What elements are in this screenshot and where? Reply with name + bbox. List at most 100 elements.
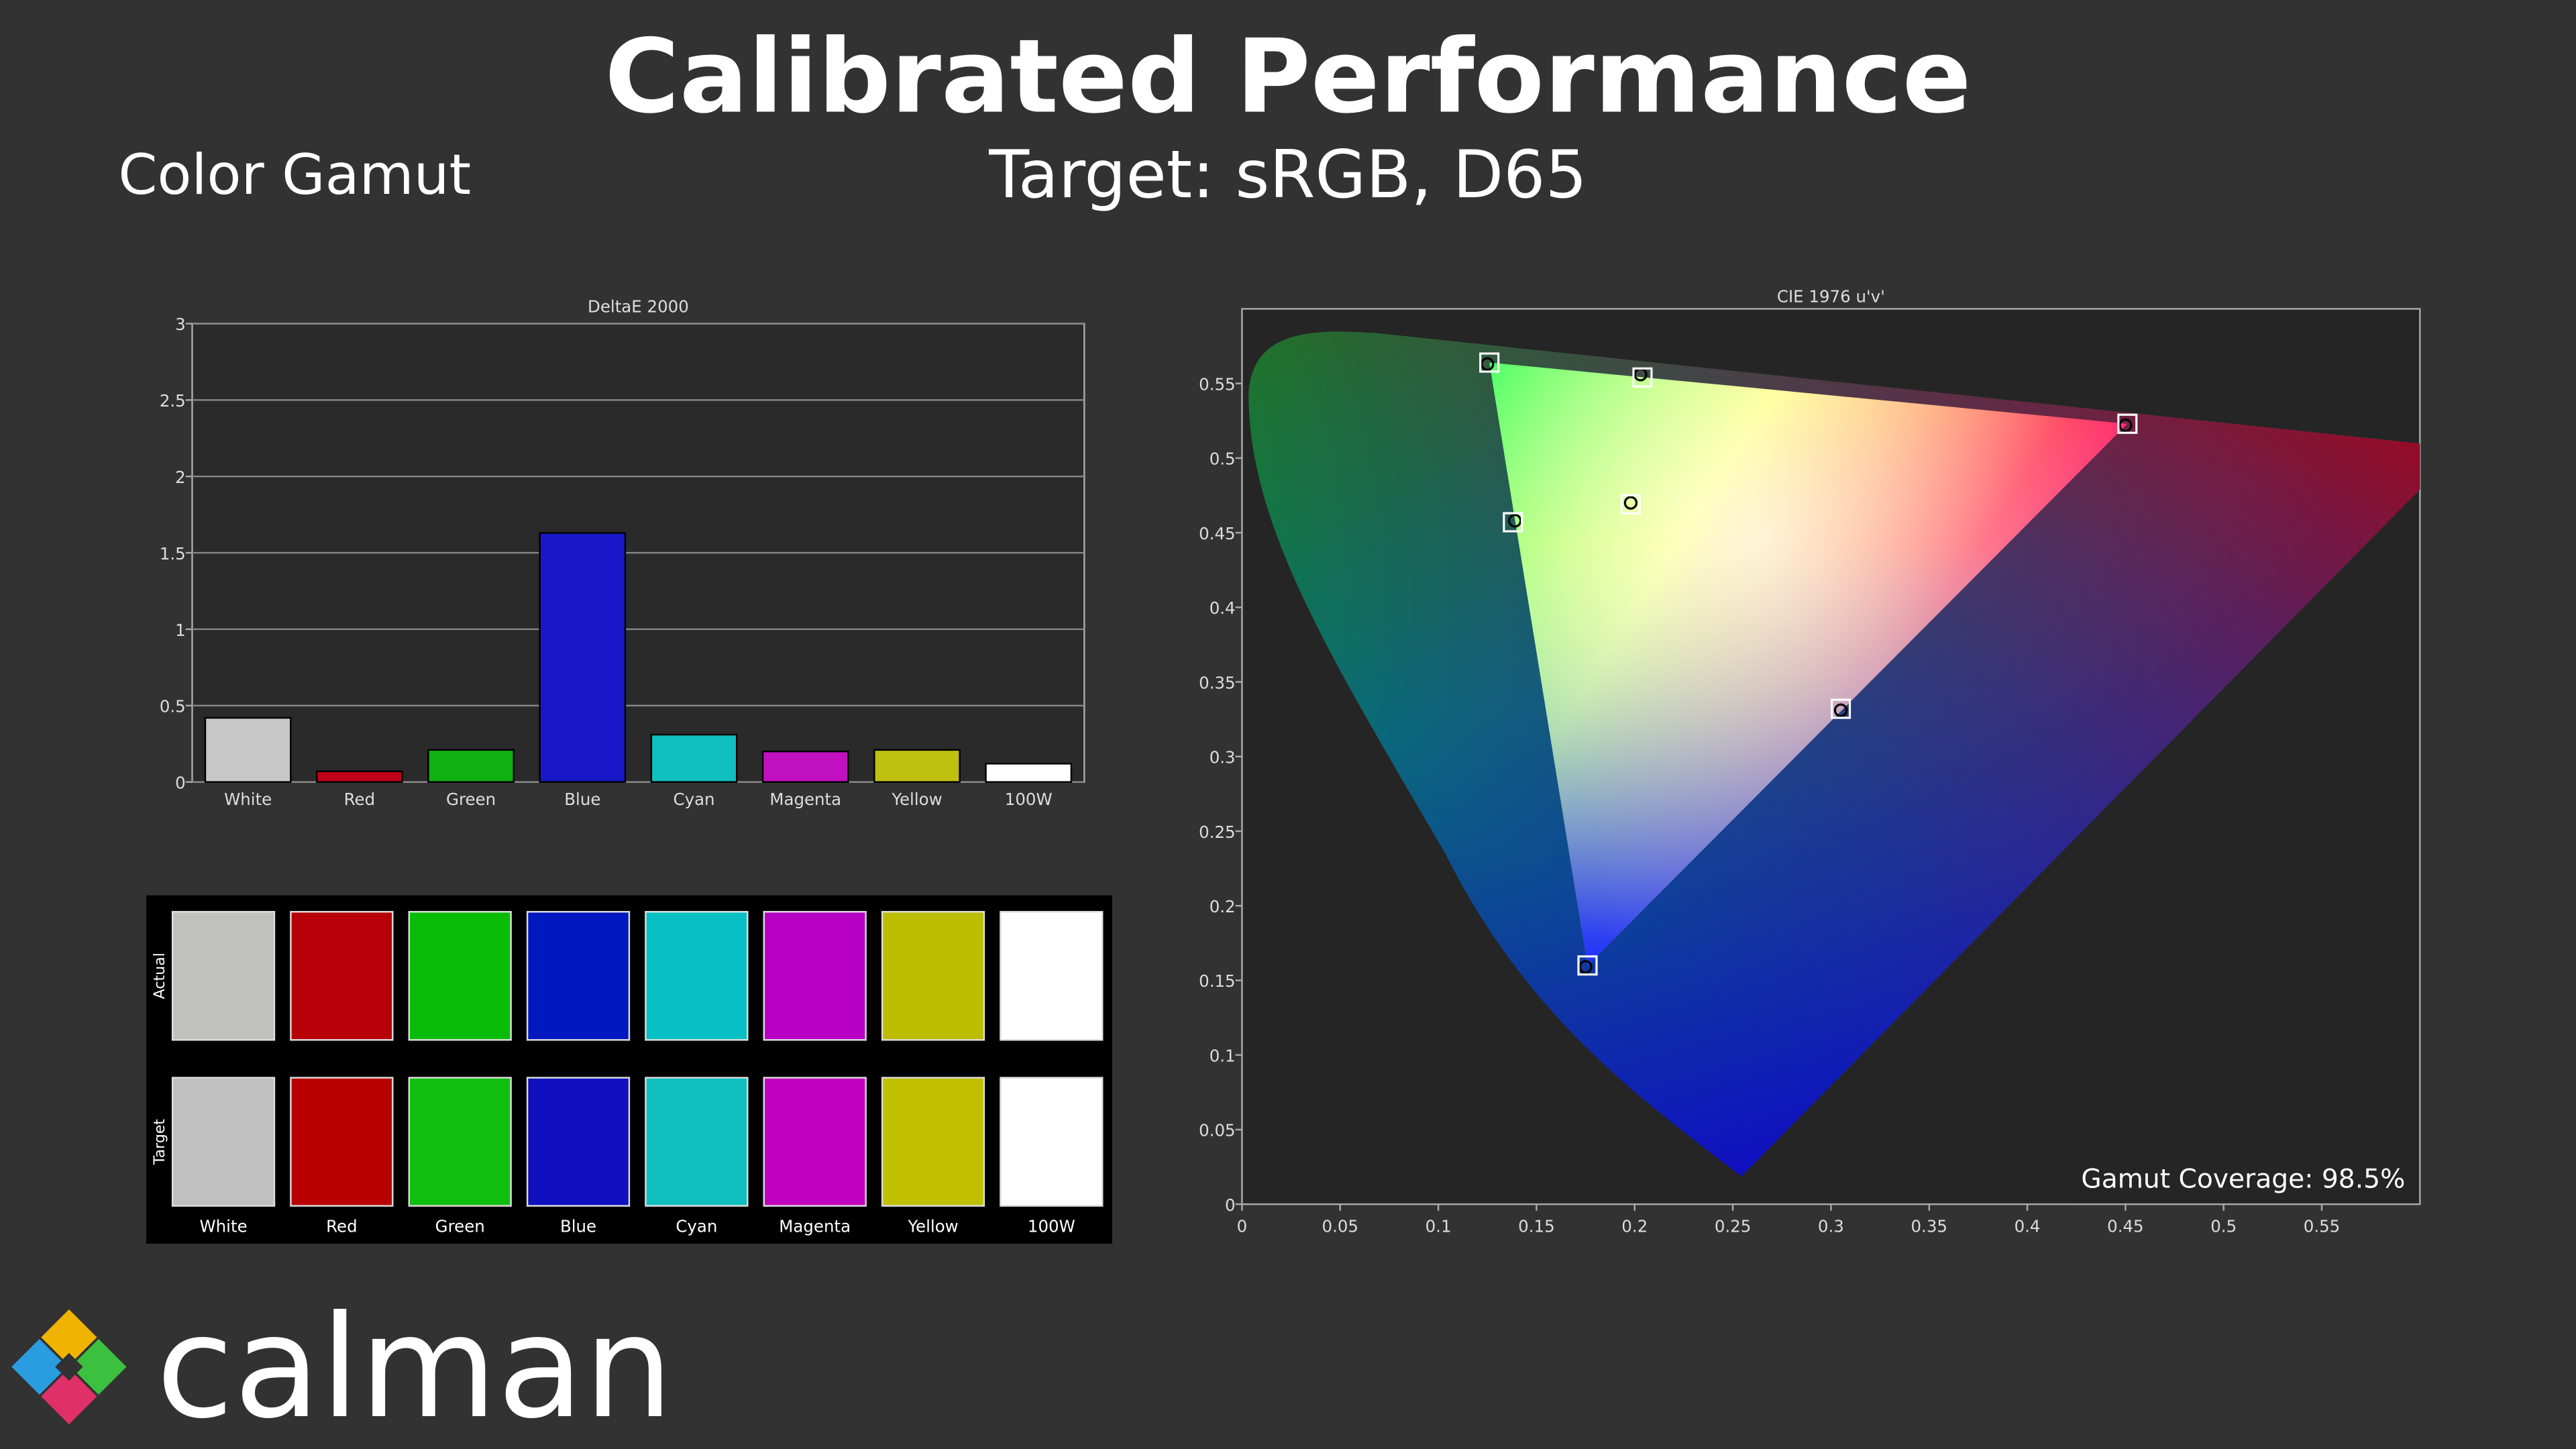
target-point	[1830, 698, 1851, 719]
chart-title: DeltaE 2000	[588, 297, 689, 316]
bar	[539, 532, 627, 783]
cie-chart: CIE 1976 u'v' 0 0.05 0.1 0.15 0.2 0.25 0.3 0.35 0…	[1199, 287, 2421, 1236]
bar	[204, 716, 292, 783]
y-tick-label: 0.15	[1199, 971, 1235, 991]
y-tick-label: 3	[175, 315, 186, 334]
title: Calibrated Performance	[604, 17, 1971, 136]
swatch	[408, 910, 512, 1041]
swatch-label: Green	[435, 1217, 485, 1236]
y-tick-label: 0.4	[1210, 598, 1236, 618]
swatch	[526, 1077, 631, 1207]
swatch	[171, 910, 276, 1041]
x-tick-label: Cyan	[674, 790, 715, 809]
x-tick-label: 0.35	[1911, 1217, 1947, 1236]
target-point	[2117, 413, 2138, 434]
swatch	[645, 1077, 749, 1207]
x-tick-label: 0	[1237, 1217, 1248, 1236]
bar	[985, 763, 1073, 783]
y-tick-label: 2	[175, 468, 186, 487]
y-tick-label: 1.5	[160, 544, 186, 564]
y-tick-label: 0.3	[1210, 748, 1236, 767]
swatches: Actual Target White Red Green Blue Cyan Magenta…	[152, 910, 1104, 1236]
y-tick-label: 0	[175, 773, 186, 793]
swatch-label: Cyan	[676, 1217, 717, 1236]
measured-point	[1481, 357, 1495, 371]
swatch	[290, 910, 394, 1041]
y-tick-label: 0.1	[1210, 1046, 1236, 1065]
x-tick-label: White	[224, 790, 272, 809]
swatch-label: 100W	[1028, 1217, 1075, 1236]
bar	[761, 750, 849, 783]
y-tick-label: 0.35	[1199, 673, 1235, 692]
x-tick-label: 100W	[1005, 790, 1053, 809]
target-point	[1503, 512, 1523, 533]
swatch	[171, 1077, 276, 1207]
y-tick-label: 0.2	[1210, 897, 1236, 916]
x-tick-label: 0.3	[1818, 1217, 1844, 1236]
swatch-label: Yellow	[907, 1217, 958, 1236]
swatch	[1000, 910, 1104, 1041]
y-tick-label: 0.25	[1199, 822, 1235, 842]
y-tick-label: 1	[175, 621, 186, 640]
annotation: Gamut Coverage: 98.5%	[2081, 1165, 2405, 1195]
swatch-label: White	[199, 1217, 247, 1236]
x-tick-label: 0.05	[1322, 1217, 1358, 1236]
swatch	[881, 1077, 985, 1207]
x-tick-label: Magenta	[769, 790, 841, 809]
x-tick-label: 0.15	[1518, 1217, 1554, 1236]
x-tick-label: 0.5	[2210, 1217, 2237, 1236]
swatch	[763, 1077, 867, 1207]
x-tick-label: 0.1	[1426, 1217, 1452, 1236]
bar	[650, 733, 738, 783]
swatch-label: Blue	[560, 1217, 596, 1236]
bar	[873, 749, 961, 783]
y-tick-label: 0.55	[1199, 374, 1235, 394]
measured-point	[1508, 514, 1522, 528]
row-label: Target	[152, 1119, 168, 1166]
y-tick-label: 0	[1225, 1195, 1236, 1215]
subtitle: Target: sRGB, D65	[988, 137, 1587, 213]
x-tick-label: 0.4	[2015, 1217, 2041, 1236]
logo-icon	[11, 1309, 127, 1425]
y-tick-label: 0.5	[1210, 449, 1236, 469]
target-point	[1479, 352, 1500, 373]
x-tick-label: Green	[446, 790, 496, 809]
measured-point	[1623, 496, 1638, 510]
swatch-label: Magenta	[779, 1217, 851, 1236]
x-tick-label: 0.2	[1621, 1217, 1648, 1236]
x-tick-label: Red	[344, 790, 376, 809]
chart-title: CIE 1976 u'v'	[1777, 287, 1885, 307]
bar	[427, 749, 515, 783]
target-point	[1620, 494, 1641, 515]
y-tick-label: 2.5	[160, 391, 186, 411]
swatch	[763, 910, 867, 1041]
swatch	[645, 910, 749, 1041]
section: Color Gamut	[118, 142, 471, 207]
x-tick-label: Yellow	[891, 790, 942, 809]
target-point	[1577, 955, 1598, 976]
y-tick-label: 0.5	[160, 697, 186, 716]
measured-point	[1833, 703, 1848, 717]
bar-chart: DeltaE 2000 0 0.5 1 1.5 2 2.5 3 White Red Green Blu…	[160, 297, 1085, 809]
swatch	[290, 1077, 394, 1207]
swatch	[1000, 1077, 1104, 1207]
measured-point	[2118, 418, 2133, 433]
x-tick-label: Blue	[564, 790, 600, 809]
swatch	[881, 910, 985, 1041]
y-tick-label: 0.05	[1199, 1121, 1235, 1140]
row-label: Actual	[152, 953, 168, 999]
x-tick-label: 0.55	[2304, 1217, 2340, 1236]
y-tick-label: 0.45	[1199, 524, 1235, 543]
swatch	[526, 910, 631, 1041]
x-tick-label: 0.25	[1715, 1217, 1751, 1236]
swatch	[408, 1077, 512, 1207]
swatch-label: Red	[326, 1217, 358, 1236]
target-point	[1632, 367, 1653, 388]
logo-text: calman	[156, 1285, 674, 1449]
measured-point	[1578, 960, 1593, 974]
bar	[315, 770, 403, 783]
annotation-box	[2076, 1155, 2415, 1201]
gamut-triangle-white	[1489, 362, 2128, 966]
x-tick-label: 0.45	[2107, 1217, 2143, 1236]
